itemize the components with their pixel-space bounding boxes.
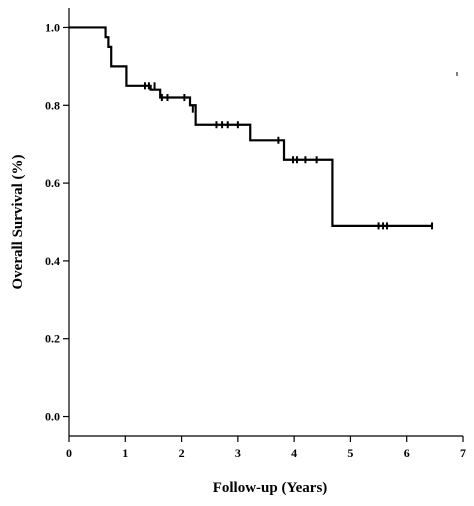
x-tick-label: 3 — [235, 446, 241, 460]
y-tick-label: 1.0 — [45, 20, 60, 34]
y-tick-label: 0.2 — [45, 332, 60, 346]
y-tick-label: 0.0 — [45, 410, 60, 424]
y-tick-label: 0.4 — [45, 254, 60, 268]
y-tick-label: 0.6 — [45, 176, 60, 190]
y-axis-title: Overall Survival (%) — [10, 155, 26, 290]
x-tick-label: 5 — [347, 446, 353, 460]
chart-axes — [68, 8, 463, 437]
x-axis-title: Follow-up (Years) — [213, 480, 328, 496]
y-tick-label: 0.8 — [45, 98, 60, 112]
chart-series-layer — [69, 26, 434, 230]
chart-ticks: 0 1 2 3 4 5 6 7 0.0 0.2 0.4 0.6 0.8 1.0 — [45, 20, 466, 460]
x-tick-label: 2 — [179, 446, 185, 460]
x-tick-label: 0 — [66, 446, 72, 460]
survival-step-line — [69, 26, 433, 227]
x-tick-label: 6 — [404, 446, 410, 460]
x-tick-label: 4 — [291, 446, 297, 460]
x-tick-label: 1 — [122, 446, 128, 460]
x-tick-label: 7 — [460, 446, 466, 460]
